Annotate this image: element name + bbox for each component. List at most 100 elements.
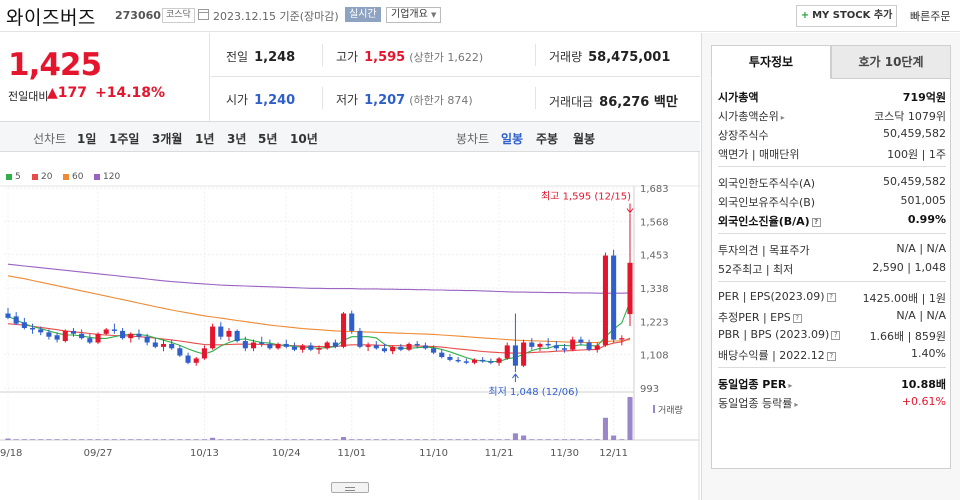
stat-value: 1,595 <box>364 50 406 65</box>
chart-scroll-handle[interactable] <box>331 482 369 493</box>
candle-weekly-button[interactable]: 주봉 <box>536 132 559 146</box>
volume-bar <box>414 439 420 440</box>
x-tick-label: 10/13 <box>190 448 219 459</box>
invest-row-label: PER | EPS(2023.09)? <box>718 290 836 303</box>
legend-ma5: 5 <box>6 172 21 182</box>
tab-invest-info[interactable]: 투자정보 <box>711 45 831 79</box>
invest-row[interactable]: 동일업종 PER ▸ 10.88배 <box>718 374 946 392</box>
help-icon[interactable]: ? <box>826 352 836 361</box>
candle-body <box>128 333 134 339</box>
candle-body <box>381 348 388 352</box>
invest-row-label: 동일업종 등락률 ▸ <box>718 397 799 410</box>
candle-body <box>447 356 453 360</box>
invest-row[interactable]: PBR | BPS (2023.09)? 1.66배 | 859원 <box>718 326 946 344</box>
candle-body <box>95 333 101 343</box>
candle-body <box>480 359 486 362</box>
x-tick-label: 09/18 <box>0 448 22 459</box>
volume-bar <box>160 439 167 440</box>
invest-row-value: 50,459,582 <box>883 127 946 140</box>
candle-body <box>529 342 535 347</box>
volume-bar <box>234 439 240 440</box>
change-label: 전일대비 <box>8 90 49 103</box>
invest-row-label: 액면가 | 매매단위 <box>718 148 800 161</box>
ma120-line <box>7 263 631 294</box>
candle-body <box>152 342 158 347</box>
candle-body <box>521 342 527 366</box>
x-tick-label: 11/30 <box>550 448 579 459</box>
volume-bar <box>250 439 257 440</box>
period-10y-button[interactable]: 10년 <box>290 132 318 146</box>
volume-bar <box>177 439 183 440</box>
volume-bar <box>586 439 592 440</box>
help-icon[interactable]: ? <box>831 331 841 340</box>
volume-bar <box>70 439 77 440</box>
volume-bar <box>136 439 142 440</box>
invest-row-value: N/A | N/A <box>896 309 946 322</box>
candle-body <box>160 343 167 347</box>
candle-body <box>439 352 445 357</box>
volume-bar <box>504 439 510 440</box>
period-1d-button[interactable]: 1일 <box>77 132 97 146</box>
x-tick-label: 12/11 <box>599 448 628 459</box>
invest-row-value: 1.66배 | 859원 <box>869 330 946 343</box>
candle-body <box>341 313 347 347</box>
divider <box>535 87 536 109</box>
invest-row-value: 코스닥 1079위 <box>874 110 946 123</box>
volume-bar <box>308 439 314 440</box>
legend-ma60: 60 <box>63 172 83 182</box>
help-icon[interactable]: ? <box>826 293 836 302</box>
quick-order-link[interactable]: 빠른주문 <box>910 10 951 23</box>
invest-row-label: 배당수익률 | 2022.12? <box>718 347 836 363</box>
candle-body <box>267 343 273 349</box>
candlestick-chart[interactable]: 거래량 1,683 1,568 1,453 1,338 1,223 1,108 993 09… <box>0 152 700 500</box>
volume-bar <box>537 439 543 440</box>
invest-row-label: 외국인소진율(B/A)? <box>718 213 821 229</box>
invest-row[interactable]: 동일업종 등락률 ▸ +0.61% <box>718 393 946 411</box>
tab-orderbook[interactable]: 호가 10단계 <box>831 45 951 79</box>
stat-label: 거래량 <box>549 50 583 64</box>
candle-chart-label: 봉차트 <box>456 132 490 146</box>
stat-value: 1,207 <box>364 93 406 108</box>
invest-row[interactable]: PER | EPS(2023.09)? 1425.00배 | 1원 <box>718 288 946 306</box>
invest-row-label: 투자의견 | 목표주가 <box>718 244 810 257</box>
candle-monthly-button[interactable]: 월봉 <box>573 132 596 146</box>
volume-bar <box>463 439 469 440</box>
period-1y-button[interactable]: 1년 <box>195 132 215 146</box>
y-tick-label: 1,223 <box>640 317 669 328</box>
volume-bar <box>87 439 93 440</box>
period-3y-button[interactable]: 3년 <box>227 132 247 146</box>
period-3m-button[interactable]: 3개월 <box>152 132 183 146</box>
invest-row[interactable]: 외국인소진율(B/A)? 0.99% <box>718 211 946 229</box>
candle-daily-button[interactable]: 일봉 <box>501 132 524 146</box>
legend-label: 120 <box>103 172 121 182</box>
period-1w-button[interactable]: 1주일 <box>109 132 140 146</box>
invest-row[interactable]: 배당수익률 | 2022.12? 1.40% <box>718 345 946 363</box>
volume-bar <box>381 439 388 440</box>
help-icon[interactable]: ? <box>811 218 821 227</box>
ma60-line <box>7 275 631 344</box>
invest-row[interactable]: 시가총액순위 ▸ 코스닥 1079위 <box>718 106 946 124</box>
help-icon[interactable]: ? <box>792 314 802 323</box>
candle-body <box>332 342 338 347</box>
period-5y-button[interactable]: 5년 <box>258 132 278 146</box>
volume-bar <box>341 437 347 440</box>
invest-row[interactable]: 추정PER | EPS? N/A | N/A <box>718 307 946 325</box>
realtime-button[interactable]: 실시간 <box>345 7 381 22</box>
right-panel: 투자정보 호가 10단계 시가총액 719억원 시가총액순위 ▸ 코스닥 1079위 상장… <box>701 33 960 500</box>
candle-body <box>545 343 551 346</box>
candle-body <box>242 341 248 349</box>
volume-bar <box>54 439 60 440</box>
company-info-label: 기업개요 <box>391 9 428 20</box>
divider <box>211 76 700 77</box>
volume-bar <box>226 439 232 440</box>
add-mystock-button[interactable]: + MY STOCK 추가 <box>796 5 897 27</box>
candle-body <box>193 358 199 363</box>
annotations: 최고 1,595 (12/15) 최저 1,048 (12/06) <box>488 191 634 398</box>
volume-bar <box>480 439 486 440</box>
legend-swatch <box>32 173 38 180</box>
x-tick-label: 11/01 <box>337 448 366 459</box>
volume-bars: 거래량 <box>5 397 683 440</box>
volume-bar <box>144 439 150 440</box>
company-info-button[interactable]: 기업개요 ▼ <box>386 7 442 23</box>
invest-row-value: 0.99% <box>907 213 946 226</box>
